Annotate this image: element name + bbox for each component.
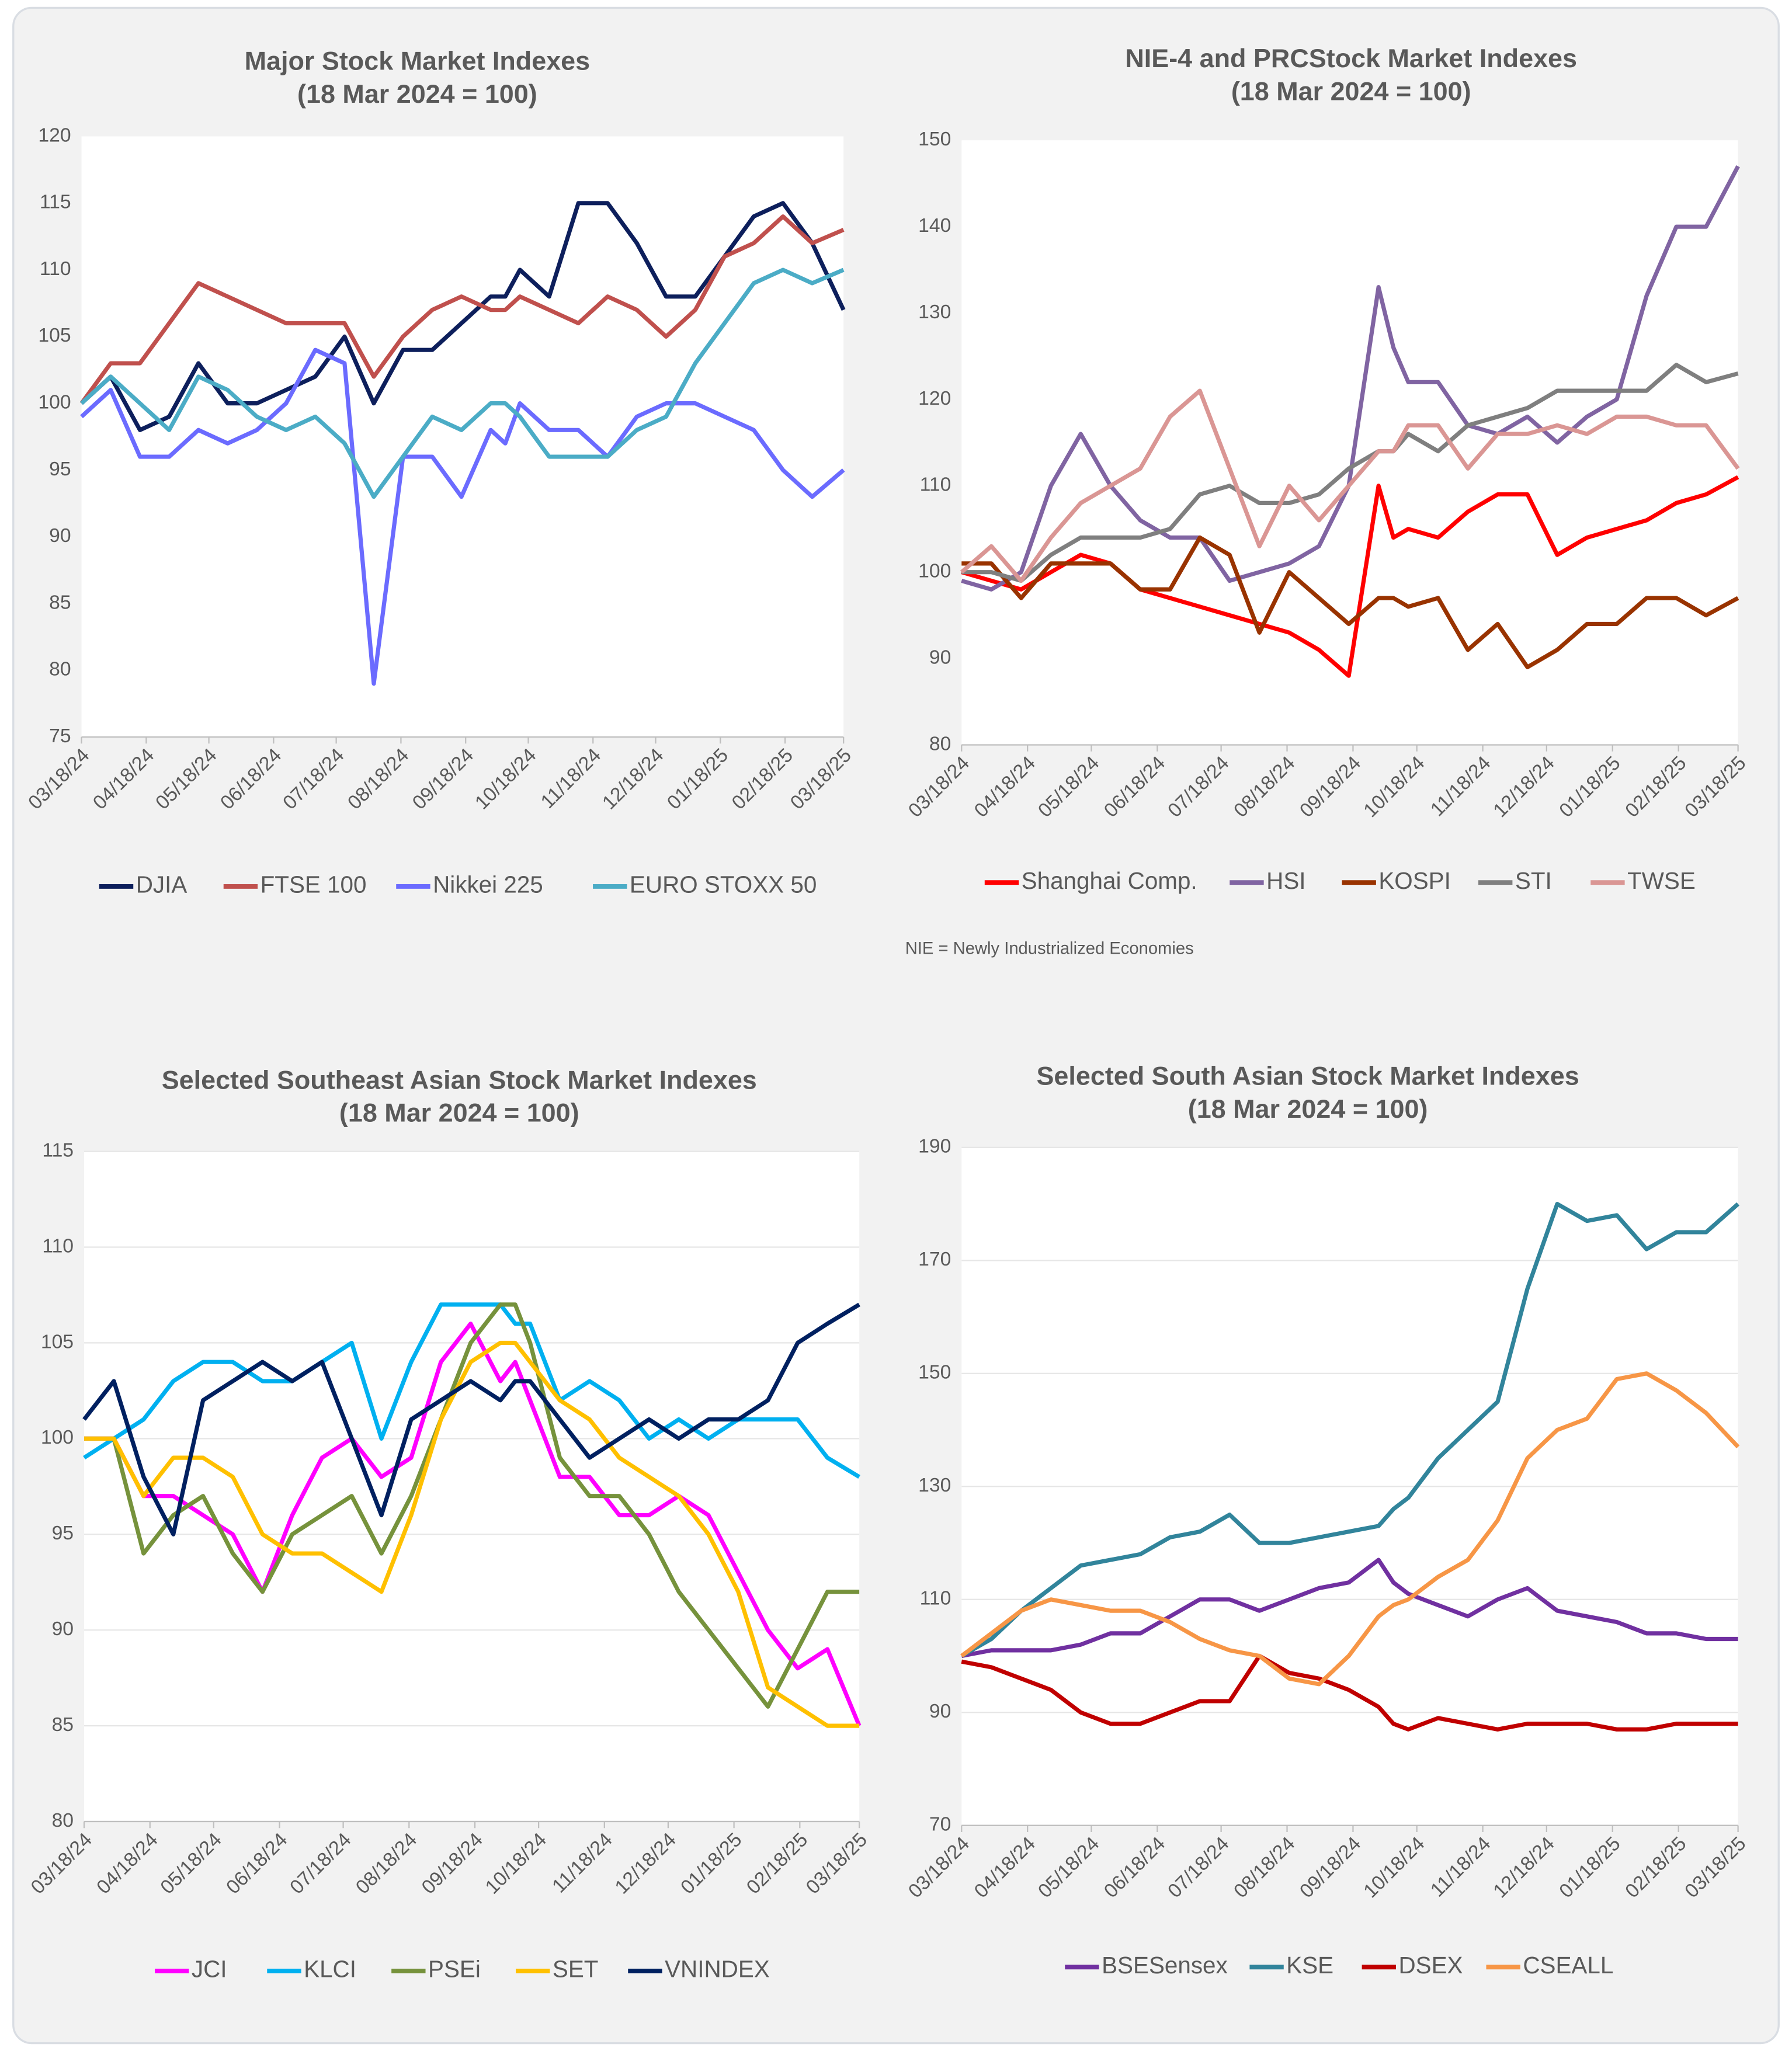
y-tick-label: 85 xyxy=(49,592,71,613)
legend-label: EURO STOXX 50 xyxy=(630,871,817,898)
series-line xyxy=(84,1302,860,1709)
legend-label: KSE xyxy=(1286,1952,1333,1979)
legend-label: Nikkei 225 xyxy=(433,871,543,898)
series-line xyxy=(960,1371,1740,1687)
y-tick-label: 80 xyxy=(52,1810,74,1831)
y-tick-label: 115 xyxy=(40,192,71,213)
y-tick-label: 120 xyxy=(918,388,951,409)
legend-label: SET xyxy=(553,1956,599,1983)
chart-subtitle: (18 Mar 2024 = 100) xyxy=(1188,1094,1428,1124)
series-line xyxy=(961,1558,1738,1659)
y-tick-label: 90 xyxy=(49,525,71,547)
series-line xyxy=(961,165,1740,592)
y-tick-label: 95 xyxy=(49,458,71,480)
legend-label: DJIA xyxy=(136,871,187,898)
chart-note: NIE = Newly Industrialized Economies xyxy=(905,939,1194,958)
y-tick-label: 80 xyxy=(929,733,951,755)
legend-label: VNINDEX xyxy=(665,1956,770,1983)
plot-area xyxy=(81,136,844,737)
y-tick-label: 85 xyxy=(52,1714,74,1736)
y-tick-label: 130 xyxy=(918,301,951,323)
legend-label: CSEALL xyxy=(1523,1952,1613,1979)
y-tick-label: 100 xyxy=(41,1427,74,1448)
series-line xyxy=(961,363,1739,583)
series-line xyxy=(82,1302,860,1536)
y-tick-label: 130 xyxy=(918,1475,951,1496)
y-tick-label: 90 xyxy=(929,1701,951,1722)
legend-label: KOSPI xyxy=(1378,867,1451,894)
y-tick-label: 115 xyxy=(42,1139,74,1161)
y-tick-label: 105 xyxy=(41,1331,74,1353)
legend-label: HSI xyxy=(1266,867,1305,894)
y-tick-label: 100 xyxy=(38,392,71,413)
chart-title: Selected Southeast Asian Stock Market In… xyxy=(162,1065,757,1094)
y-tick-label: 95 xyxy=(52,1522,74,1544)
chart-subtitle: (18 Mar 2024 = 100) xyxy=(339,1098,579,1128)
y-tick-label: 110 xyxy=(920,1588,951,1609)
legend-label: BSESensex xyxy=(1102,1952,1228,1979)
chart-title: Selected South Asian Stock Market Indexe… xyxy=(1036,1061,1579,1091)
series-line xyxy=(960,1201,1740,1658)
chart-subtitle: (18 Mar 2024 = 100) xyxy=(297,79,537,109)
y-tick-label: 100 xyxy=(918,561,951,582)
plot-area xyxy=(961,140,1738,745)
series-line xyxy=(79,214,845,405)
y-tick-label: 90 xyxy=(929,646,951,668)
series-line xyxy=(83,1302,860,1479)
legend-label: STI xyxy=(1515,867,1552,894)
series-line xyxy=(961,475,1739,678)
y-tick-label: 110 xyxy=(40,258,71,280)
y-tick-label: 110 xyxy=(920,474,951,496)
y-tick-label: 150 xyxy=(918,1362,951,1383)
chart-title: Major Stock Market Indexes xyxy=(245,46,590,76)
plot-area xyxy=(84,1151,860,1822)
y-tick-label: 140 xyxy=(918,215,951,237)
legend-label: Shanghai Comp. xyxy=(1022,867,1197,894)
legend-label: KLCI xyxy=(304,1956,356,1983)
series-line xyxy=(961,535,1739,669)
legend-label: FTSE 100 xyxy=(261,871,367,898)
y-tick-label: 170 xyxy=(918,1249,951,1270)
legend-label: PSEi xyxy=(428,1956,481,1983)
series-line xyxy=(84,1340,860,1728)
y-tick-label: 80 xyxy=(49,659,71,680)
y-tick-label: 70 xyxy=(929,1814,951,1836)
y-tick-label: 120 xyxy=(38,124,71,146)
series-line xyxy=(80,267,845,499)
legend-label: JCI xyxy=(192,1956,227,1983)
y-tick-label: 90 xyxy=(52,1618,74,1640)
chart-subtitle: (18 Mar 2024 = 100) xyxy=(1231,76,1471,106)
chart-title: NIE-4 and PRCStock Market Indexes xyxy=(1125,43,1577,73)
series-line xyxy=(80,347,845,686)
legend-label: TWSE xyxy=(1627,867,1696,894)
series-line xyxy=(960,388,1740,583)
y-tick-label: 150 xyxy=(918,128,951,150)
legend-label: DSEX xyxy=(1398,1952,1463,1979)
series-line xyxy=(961,1653,1738,1732)
y-tick-label: 190 xyxy=(918,1136,951,1157)
y-tick-label: 75 xyxy=(49,725,71,747)
y-tick-label: 105 xyxy=(38,325,71,346)
y-tick-label: 110 xyxy=(42,1235,74,1257)
